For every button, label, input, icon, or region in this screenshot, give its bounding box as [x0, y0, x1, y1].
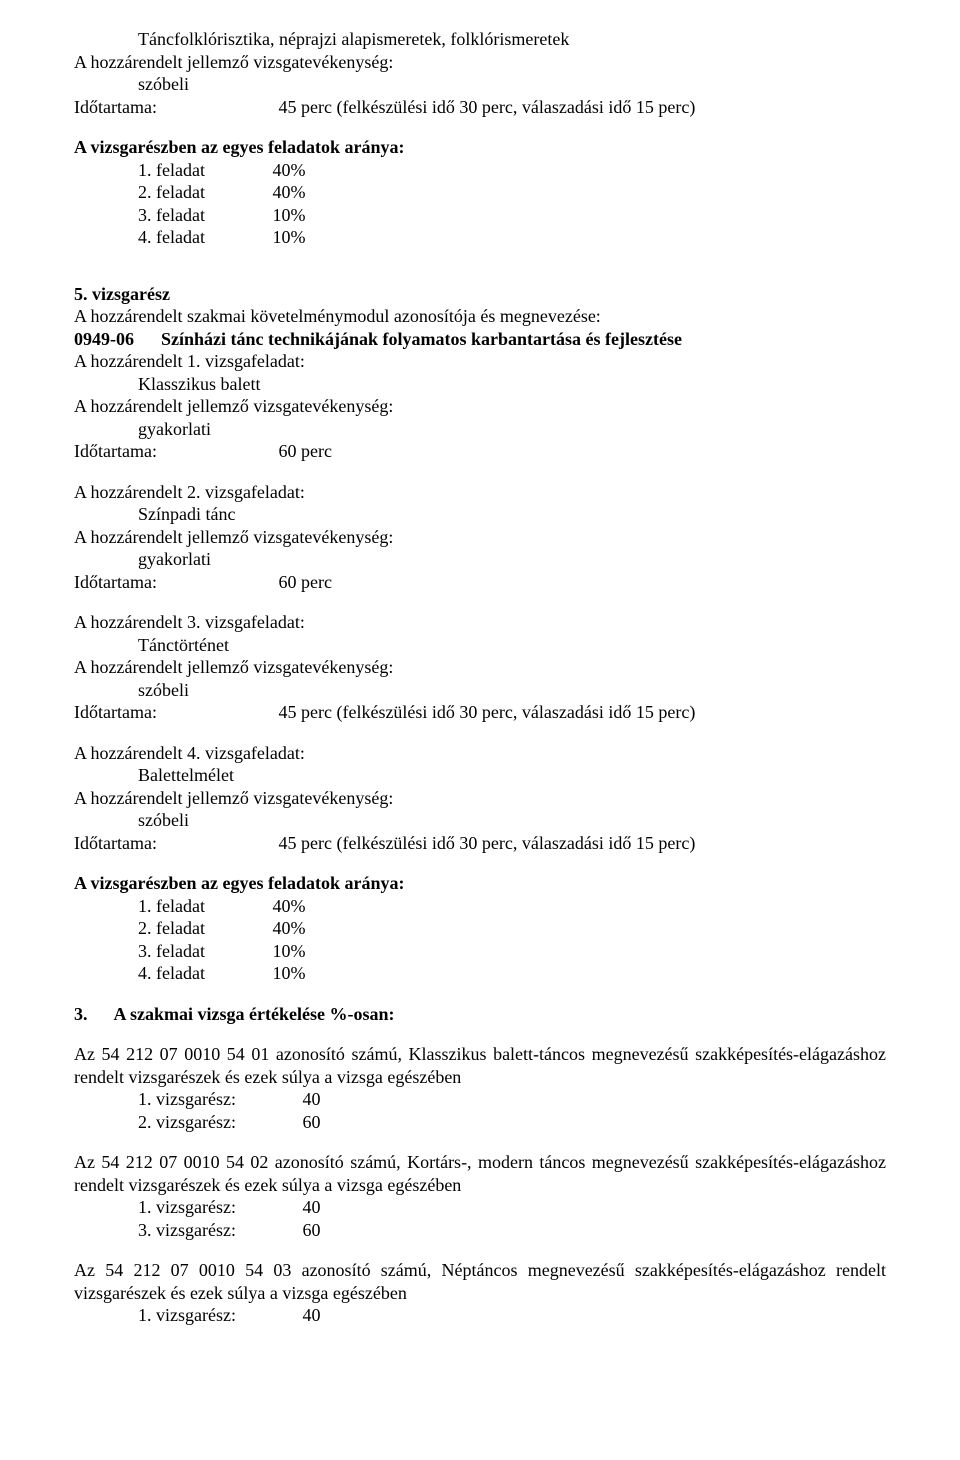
ratio-value: 10% — [273, 963, 306, 983]
jellemzo-label: A hozzárendelt jellemző vizsgatevékenysé… — [74, 51, 886, 74]
activity-type: szóbeli — [138, 679, 886, 702]
eval-label: 1. vizsgarész: — [138, 1088, 298, 1111]
jellemzo-label: A hozzárendelt jellemző vizsgatevékenysé… — [74, 395, 886, 418]
duration-row: Időtartama: 60 perc — [74, 571, 886, 594]
task-name: Balettelmélet — [138, 764, 886, 787]
eval-row: 1. vizsgarész: 40 — [138, 1304, 886, 1327]
duration-row: Időtartama: 60 perc — [74, 440, 886, 463]
ratio-label: 3. feladat — [138, 940, 268, 963]
activity-type: gyakorlati — [138, 548, 886, 571]
ratio-row: 2. feladat 40% — [138, 917, 886, 940]
duration-label: Időtartama: — [74, 701, 274, 724]
duration-row: Időtartama: 45 perc (felkészülési idő 30… — [74, 701, 886, 724]
activity-type: szóbeli — [138, 809, 886, 832]
duration-label: Időtartama: — [74, 440, 274, 463]
activity-type: gyakorlati — [138, 418, 886, 441]
eval-label: 1. vizsgarész: — [138, 1196, 298, 1219]
ratio-value: 10% — [273, 205, 306, 225]
duration-label: Időtartama: — [74, 832, 274, 855]
ratio-title: A vizsgarészben az egyes feladatok arány… — [74, 872, 886, 895]
task-name: Klasszikus balett — [138, 373, 886, 396]
eval-value: 40 — [303, 1089, 321, 1109]
task-head: A hozzárendelt 4. vizsgafeladat: — [74, 742, 886, 765]
duration-label: Időtartama: — [74, 96, 274, 119]
ratio-row: 4. feladat 10% — [138, 962, 886, 985]
ratio-row: 3. feladat 10% — [138, 940, 886, 963]
module-title: Színházi tánc technikájának folyamatos k… — [161, 329, 682, 349]
module-row: 0949-06 Színházi tánc technikájának foly… — [74, 328, 886, 351]
section-heading: 5. vizsgarész — [74, 283, 886, 306]
eval-value: 40 — [303, 1197, 321, 1217]
ratio-label: 4. feladat — [138, 226, 268, 249]
duration-row: Időtartama: 45 perc (felkészülési idő 30… — [74, 832, 886, 855]
ratio-value: 40% — [273, 182, 306, 202]
module-intro: A hozzárendelt szakmai követelménymodul … — [74, 305, 886, 328]
eval-row: 1. vizsgarész: 40 — [138, 1088, 886, 1111]
eval-label: 2. vizsgarész: — [138, 1111, 298, 1134]
jellemzo-label: A hozzárendelt jellemző vizsgatevékenysé… — [74, 526, 886, 549]
duration-value: 45 perc (felkészülési idő 30 perc, válas… — [279, 702, 696, 722]
eval-label: 1. vizsgarész: — [138, 1304, 298, 1327]
eval-row: 2. vizsgarész: 60 — [138, 1111, 886, 1134]
task-head: A hozzárendelt 2. vizsgafeladat: — [74, 481, 886, 504]
jellemzo-label: A hozzárendelt jellemző vizsgatevékenysé… — [74, 787, 886, 810]
eval-paragraph: Az 54 212 07 0010 54 02 azonosító számú,… — [74, 1151, 886, 1196]
eval-heading: 3. A szakmai vizsga értékelése %-osan: — [74, 1003, 886, 1026]
topic-line: Táncfolklórisztika, néprajzi alapismeret… — [138, 28, 886, 51]
eval-value: 60 — [303, 1112, 321, 1132]
eval-value: 60 — [303, 1220, 321, 1240]
ratio-value: 40% — [273, 896, 306, 916]
ratio-title: A vizsgarészben az egyes feladatok arány… — [74, 136, 886, 159]
ratio-label: 3. feladat — [138, 204, 268, 227]
activity-type: szóbeli — [138, 73, 886, 96]
ratio-row: 1. feladat 40% — [138, 895, 886, 918]
duration-row: Időtartama: 45 perc (felkészülési idő 30… — [74, 96, 886, 119]
ratio-value: 10% — [273, 941, 306, 961]
duration-label: Időtartama: — [74, 571, 274, 594]
ratio-label: 1. feladat — [138, 895, 268, 918]
ratio-row: 4. feladat 10% — [138, 226, 886, 249]
ratio-value: 40% — [273, 160, 306, 180]
ratio-row: 1. feladat 40% — [138, 159, 886, 182]
eval-paragraph: Az 54 212 07 0010 54 03 azonosító számú,… — [74, 1259, 886, 1304]
eval-row: 1. vizsgarész: 40 — [138, 1196, 886, 1219]
module-code: 0949-06 — [74, 329, 134, 349]
ratio-value: 40% — [273, 918, 306, 938]
task-name: Tánctörténet — [138, 634, 886, 657]
jellemzo-label: A hozzárendelt jellemző vizsgatevékenysé… — [74, 656, 886, 679]
task-head: A hozzárendelt 1. vizsgafeladat: — [74, 350, 886, 373]
eval-label: 3. vizsgarész: — [138, 1219, 298, 1242]
eval-paragraph: Az 54 212 07 0010 54 01 azonosító számú,… — [74, 1043, 886, 1088]
eval-heading-num: 3. — [74, 1004, 88, 1024]
task-name: Színpadi tánc — [138, 503, 886, 526]
ratio-label: 1. feladat — [138, 159, 268, 182]
duration-value: 45 perc (felkészülési idő 30 perc, válas… — [279, 97, 696, 117]
ratio-row: 3. feladat 10% — [138, 204, 886, 227]
task-head: A hozzárendelt 3. vizsgafeladat: — [74, 611, 886, 634]
eval-value: 40 — [303, 1305, 321, 1325]
ratio-label: 2. feladat — [138, 181, 268, 204]
duration-value: 45 perc (felkészülési idő 30 perc, válas… — [279, 833, 696, 853]
ratio-value: 10% — [273, 227, 306, 247]
duration-value: 60 perc — [279, 572, 332, 592]
ratio-label: 2. feladat — [138, 917, 268, 940]
ratio-row: 2. feladat 40% — [138, 181, 886, 204]
duration-value: 60 perc — [279, 441, 332, 461]
eval-heading-title: A szakmai vizsga értékelése %-osan: — [114, 1004, 395, 1024]
ratio-label: 4. feladat — [138, 962, 268, 985]
eval-row: 3. vizsgarész: 60 — [138, 1219, 886, 1242]
